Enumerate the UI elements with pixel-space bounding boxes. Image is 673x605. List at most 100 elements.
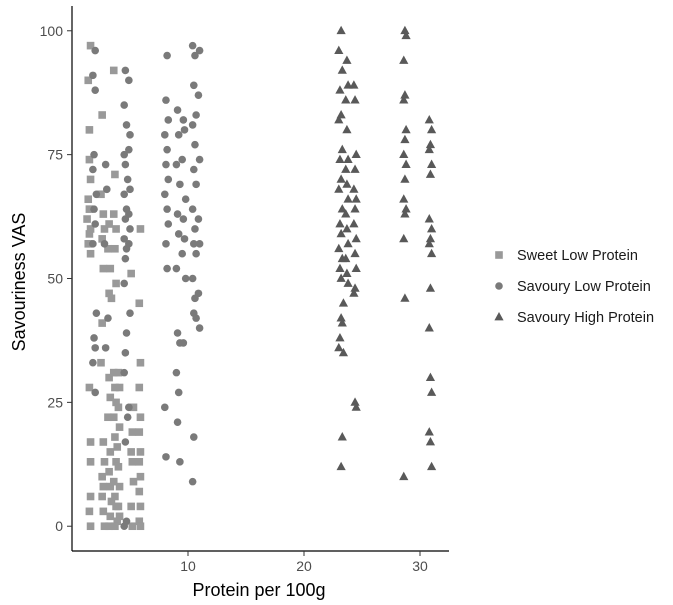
data-point — [179, 339, 188, 347]
data-point — [343, 238, 353, 248]
data-point — [85, 126, 94, 134]
data-point — [174, 131, 183, 139]
data-point — [99, 482, 108, 491]
data-point — [194, 289, 203, 298]
data-point — [106, 448, 115, 456]
data-point — [178, 249, 186, 258]
data-point — [336, 313, 346, 322]
data-point — [424, 427, 434, 436]
data-point — [172, 368, 181, 377]
data-point — [164, 220, 173, 228]
data-point — [120, 190, 128, 199]
data-point — [162, 240, 170, 248]
data-point — [90, 334, 98, 342]
data-point — [337, 204, 347, 213]
data-point — [192, 249, 200, 258]
data-point — [127, 502, 135, 511]
data-point — [350, 397, 360, 406]
data-point — [399, 471, 409, 481]
data-point — [343, 80, 353, 89]
data-point — [98, 235, 106, 243]
data-point — [195, 155, 204, 164]
data-point — [101, 344, 110, 352]
data-point — [350, 204, 360, 213]
x-axis-title: Protein per 100g — [192, 580, 325, 600]
data-point — [98, 111, 106, 119]
data-point — [181, 195, 190, 204]
data-point — [351, 149, 361, 159]
data-point — [126, 225, 134, 233]
data-point — [334, 45, 344, 54]
data-point — [336, 228, 346, 238]
data-point — [85, 230, 94, 238]
data-point — [192, 180, 200, 189]
data-point — [350, 164, 360, 173]
data-point — [161, 403, 169, 412]
data-point — [113, 443, 122, 451]
data-point — [349, 184, 359, 193]
data-point — [195, 240, 204, 248]
data-point — [335, 332, 345, 342]
y-tick-label: 100 — [40, 23, 64, 39]
data-point — [99, 264, 108, 273]
data-point — [188, 274, 197, 283]
data-point — [176, 180, 184, 189]
data-point — [128, 428, 137, 436]
data-point — [135, 299, 144, 308]
data-point — [84, 76, 93, 85]
data-point — [86, 41, 95, 50]
data-point — [86, 522, 95, 531]
data-point — [162, 160, 170, 169]
data-point — [120, 522, 128, 531]
data-point — [125, 210, 133, 218]
data-point — [425, 169, 436, 178]
data-point — [337, 318, 347, 327]
x-tick-label: 20 — [296, 558, 312, 574]
data-point — [100, 240, 109, 248]
data-point — [350, 95, 360, 104]
data-point — [161, 131, 169, 139]
data-point — [120, 235, 128, 243]
data-point — [341, 209, 351, 218]
data-point — [190, 433, 198, 441]
data-point — [336, 25, 346, 35]
data-point — [123, 175, 132, 184]
data-point — [104, 314, 112, 322]
data-point — [351, 194, 361, 203]
data-point — [336, 461, 346, 471]
data-point — [106, 482, 115, 491]
data-point — [89, 165, 97, 174]
data-point — [425, 283, 436, 292]
data-point — [107, 497, 116, 506]
data-point — [90, 205, 98, 213]
data-point — [180, 235, 189, 243]
data-point — [351, 263, 361, 272]
data-point — [136, 472, 145, 481]
y-tick-label: 0 — [55, 518, 63, 534]
data-point — [115, 512, 124, 521]
data-point — [100, 522, 109, 531]
data-point — [111, 244, 119, 253]
data-point — [342, 179, 352, 188]
data-point — [188, 121, 197, 129]
data-point — [191, 140, 199, 149]
y-axis-title: Savouriness VAS — [9, 213, 29, 352]
y-tick-label: 75 — [47, 147, 63, 163]
data-point — [191, 51, 199, 60]
data-point — [105, 467, 113, 476]
data-point — [335, 219, 345, 228]
data-point — [335, 85, 345, 94]
data-point — [163, 145, 171, 154]
data-point — [105, 522, 113, 531]
data-point — [163, 205, 171, 213]
data-point — [400, 174, 410, 183]
data-point — [190, 81, 198, 90]
legend-key — [495, 251, 503, 259]
data-point — [338, 298, 349, 307]
data-point — [337, 65, 347, 74]
data-point — [111, 522, 119, 531]
data-point — [109, 66, 118, 75]
data-point — [425, 372, 436, 381]
data-point — [111, 492, 119, 501]
data-point — [195, 46, 204, 55]
